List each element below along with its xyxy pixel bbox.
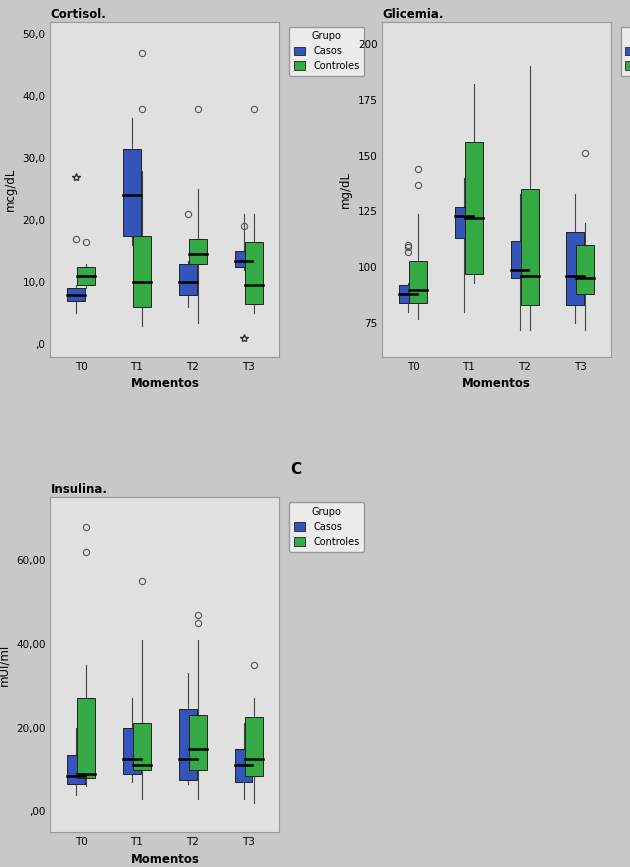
Bar <box>511 240 529 278</box>
Bar <box>179 264 197 295</box>
Bar <box>234 748 253 782</box>
Bar <box>520 189 539 305</box>
Bar <box>67 289 85 301</box>
Bar <box>133 723 151 770</box>
Text: Cortisol.: Cortisol. <box>50 8 106 21</box>
Bar <box>77 267 95 285</box>
Legend: Casos, Controles: Casos, Controles <box>289 27 364 76</box>
Bar <box>123 727 141 773</box>
Y-axis label: mcg/dL: mcg/dL <box>4 167 17 211</box>
Bar <box>67 755 85 784</box>
X-axis label: Momentos: Momentos <box>462 377 531 390</box>
Legend: Casos, Controles: Casos, Controles <box>289 502 364 551</box>
Bar <box>566 231 584 305</box>
Bar <box>244 717 263 776</box>
Text: C: C <box>290 462 302 477</box>
Bar <box>189 238 207 264</box>
Bar <box>77 698 95 778</box>
Bar <box>244 242 263 304</box>
Legend: Casos, Controles: Casos, Controles <box>621 27 630 76</box>
X-axis label: Momentos: Momentos <box>130 853 199 866</box>
Bar <box>399 285 417 303</box>
Bar <box>123 149 141 236</box>
Text: A: A <box>290 0 302 2</box>
Bar <box>455 207 472 238</box>
X-axis label: Momentos: Momentos <box>130 377 199 390</box>
Y-axis label: mg/dL: mg/dL <box>339 171 352 208</box>
Bar <box>576 245 594 294</box>
Bar <box>133 236 151 307</box>
Bar <box>189 715 207 770</box>
Text: Insulina.: Insulina. <box>50 483 107 496</box>
Bar <box>465 142 483 274</box>
Y-axis label: mUI/ml: mUI/ml <box>0 643 11 686</box>
Text: Glicemia.: Glicemia. <box>382 8 444 21</box>
Text: B: B <box>622 0 630 2</box>
Bar <box>409 261 427 303</box>
Bar <box>234 251 253 267</box>
Bar <box>179 709 197 780</box>
